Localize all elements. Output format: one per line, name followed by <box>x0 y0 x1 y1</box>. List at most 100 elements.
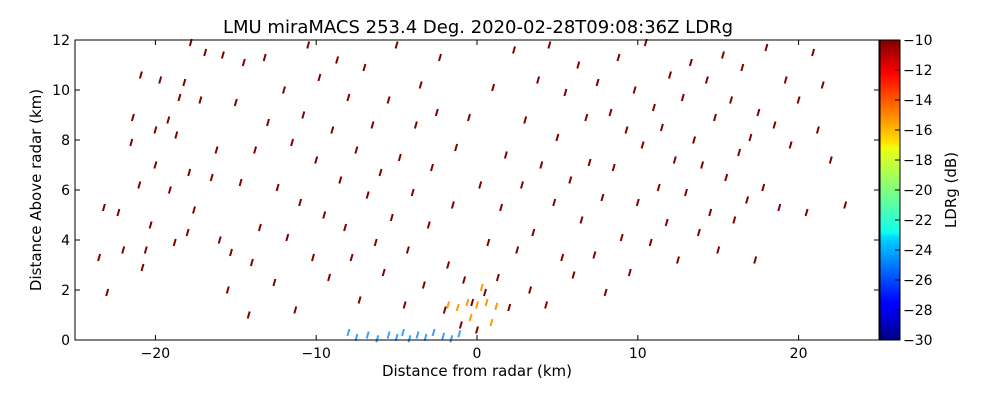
x-tick-label: 10 <box>629 346 647 362</box>
data-point <box>365 331 370 339</box>
data-point <box>314 156 319 164</box>
data-point <box>627 268 632 277</box>
data-point <box>624 126 629 134</box>
data-point <box>249 258 254 267</box>
data-point <box>418 81 423 89</box>
data-point <box>317 73 322 82</box>
data-point <box>536 76 541 84</box>
data-point <box>489 318 494 327</box>
data-point <box>484 298 489 307</box>
data-point <box>293 306 298 314</box>
data-point <box>544 301 549 309</box>
colorbar-tick-label: −12 <box>903 63 933 79</box>
data-point <box>494 302 499 311</box>
data-point <box>592 251 597 259</box>
y-axis-label: Distance Above radar (km) <box>27 89 45 291</box>
data-point <box>346 93 351 102</box>
data-point <box>552 198 557 207</box>
data-point <box>426 221 431 229</box>
data-point <box>708 208 713 217</box>
y-tick-label: 0 <box>61 333 70 349</box>
data-point <box>515 246 520 254</box>
data-point <box>257 223 262 232</box>
data-point <box>748 133 753 142</box>
x-axis-label: Distance from radar (km) <box>382 362 572 380</box>
data-point <box>721 51 725 59</box>
data-point <box>740 63 745 72</box>
data-point <box>656 183 661 192</box>
data-point <box>680 93 685 102</box>
data-point <box>820 81 825 89</box>
data-point <box>140 263 145 272</box>
data-point <box>454 143 459 152</box>
data-point <box>684 188 688 197</box>
data-point <box>603 288 608 297</box>
data-point <box>462 276 467 284</box>
data-point <box>357 296 362 304</box>
data-point <box>116 208 121 217</box>
y-tick-label: 6 <box>61 183 70 199</box>
data-point <box>203 48 208 57</box>
data-point <box>446 301 451 309</box>
data-point <box>214 146 219 154</box>
data-point <box>512 46 516 54</box>
data-point <box>266 118 270 127</box>
data-point <box>450 201 455 209</box>
data-point <box>635 198 640 207</box>
x-axis-ticks: −20 −10 0 10 20 <box>141 40 808 362</box>
data-point <box>571 271 576 279</box>
data-point <box>467 113 471 122</box>
data-point <box>438 53 442 62</box>
data-point <box>198 96 203 104</box>
data-point <box>465 298 470 307</box>
data-point <box>381 268 386 277</box>
data-point <box>129 138 134 147</box>
data-point <box>843 201 848 209</box>
data-point <box>166 116 171 124</box>
plot-area-frame <box>74 39 880 341</box>
colorbar-tick-label: −24 <box>903 243 933 259</box>
data-point <box>676 256 680 264</box>
data-point <box>185 228 190 237</box>
data-point <box>349 253 354 262</box>
data-point <box>442 306 447 314</box>
data-point <box>692 136 697 144</box>
data-point <box>386 331 391 339</box>
data-point <box>275 183 280 192</box>
data-point <box>475 326 479 334</box>
data-point <box>560 253 565 262</box>
data-point <box>479 283 484 292</box>
data-point <box>507 303 512 312</box>
data-point <box>478 181 483 189</box>
data-point <box>415 331 420 339</box>
data-point <box>138 71 143 79</box>
data-point <box>229 248 233 257</box>
data-point <box>370 121 375 129</box>
data-point <box>362 63 367 72</box>
data-point <box>664 218 669 227</box>
data-point <box>187 168 192 177</box>
data-point <box>531 228 536 237</box>
data-points-layer <box>97 38 848 343</box>
data-point <box>246 311 251 319</box>
data-point <box>547 41 552 49</box>
colorbar-tick-label: −26 <box>903 273 933 289</box>
data-point <box>338 176 343 184</box>
data-point <box>668 71 672 79</box>
colorbar-tick-label: −10 <box>903 33 933 49</box>
data-point <box>704 76 709 84</box>
data-point <box>648 238 653 247</box>
data-point <box>421 281 426 289</box>
colorbar-ticks: −10 −12 −14 −16 −18 −20 −22 −24 −26 −28 −30 <box>895 33 933 349</box>
data-point <box>192 206 196 214</box>
data-point <box>576 61 581 69</box>
data-point <box>253 146 258 154</box>
data-point <box>402 301 407 309</box>
data-point <box>97 253 102 262</box>
data-point <box>373 238 378 247</box>
data-point <box>174 131 179 139</box>
data-point <box>405 246 410 254</box>
data-point <box>716 246 721 254</box>
data-point <box>101 203 106 212</box>
data-point <box>389 213 394 222</box>
